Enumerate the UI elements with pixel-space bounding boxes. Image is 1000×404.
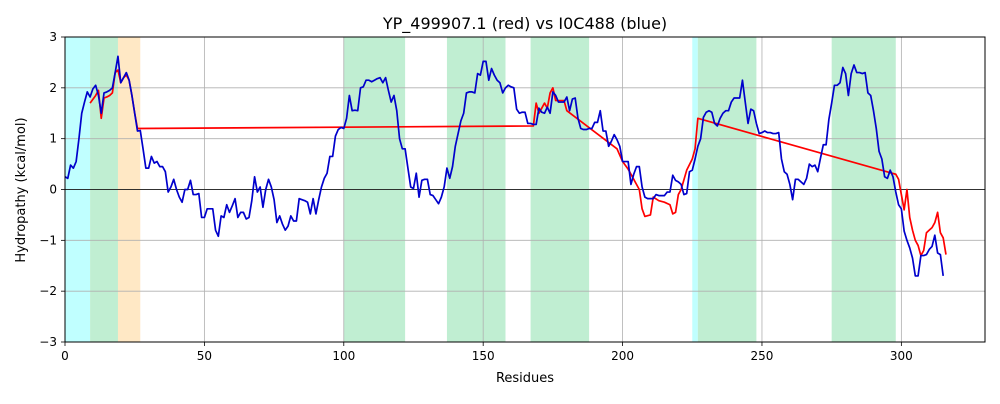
x-tick-label: 100	[332, 349, 355, 363]
x-axis-label: Residues	[496, 371, 554, 386]
x-tick-label: 250	[751, 349, 774, 363]
y-tick-label: 3	[49, 30, 57, 44]
x-axis-ticks: 0 50 100 150 200 250 300	[61, 342, 913, 363]
y-tick-label: −1	[39, 233, 57, 247]
series-line-1	[64, 55, 945, 277]
x-tick-label: 50	[197, 349, 212, 363]
y-tick-label: −2	[39, 284, 57, 298]
chart-title: YP_499907.1 (red) vs I0C488 (blue)	[382, 14, 667, 34]
y-tick-label: −3	[39, 335, 57, 349]
x-tick-label: 150	[472, 349, 495, 363]
y-axis-ticks: −3 −2 −1 0 1 2 3	[39, 30, 65, 349]
y-tick-label: 1	[49, 132, 57, 146]
y-tick-label: 2	[49, 81, 57, 95]
x-tick-label: 300	[890, 349, 913, 363]
x-tick-label: 200	[611, 349, 634, 363]
y-axis-label: Hydropathy (kcal/mol)	[14, 117, 29, 262]
y-tick-label: 0	[49, 183, 57, 197]
series-line-0	[89, 69, 947, 257]
x-tick-label: 0	[61, 349, 69, 363]
series-lines	[64, 55, 947, 277]
